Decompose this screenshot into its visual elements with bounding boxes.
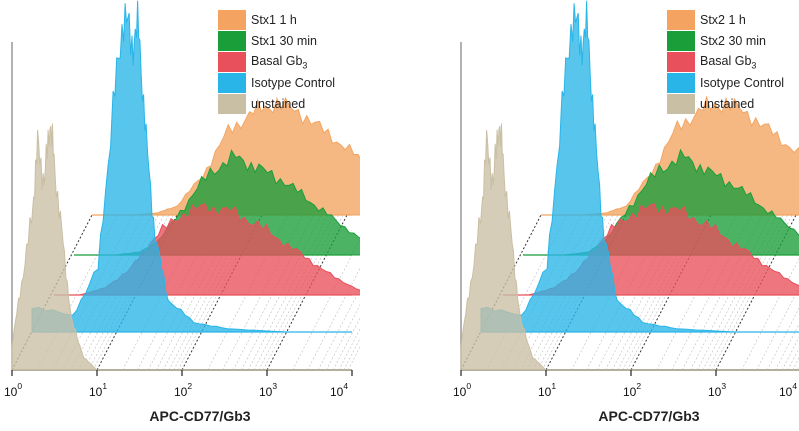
x-tick-label: 102 xyxy=(174,381,192,399)
grid-line xyxy=(756,287,799,371)
x-tick-label: 104 xyxy=(779,381,797,399)
x-tick-label: 101 xyxy=(538,381,556,399)
x-tick-label: 101 xyxy=(89,381,107,399)
histogram-panel-stx1: 100 101 102 103 104 Stx1 1 h Stx1 30 min Basal… xyxy=(0,0,360,431)
legend-label: Stx1 30 min xyxy=(251,34,318,48)
legend-swatch xyxy=(667,10,695,30)
grid-line xyxy=(317,288,360,371)
legend-swatch xyxy=(218,94,246,114)
x-tick-label: 102 xyxy=(623,381,641,399)
legend-entry: Stx2 1 h xyxy=(667,10,799,30)
legend-entry: Stx1 1 h xyxy=(218,10,360,30)
legend-label: Stx2 30 min xyxy=(700,34,767,48)
histogram-trace xyxy=(480,0,799,333)
legend-label: unstained xyxy=(251,97,306,111)
histogram-panel-stx2: 100 101 102 103 104 Stx2 1 h Stx2 30 min Basal… xyxy=(449,0,799,431)
legend-label: Stx2 1 h xyxy=(700,13,746,27)
legend-swatch xyxy=(218,52,246,72)
legend-label: unstained xyxy=(700,97,755,111)
grid-line xyxy=(766,307,799,371)
x-tick-label: 104 xyxy=(330,381,348,399)
legend-entry: Stx1 30 min xyxy=(218,31,360,51)
histogram-trace xyxy=(541,95,799,216)
legend-entry: unstained xyxy=(218,94,360,114)
legend-entry: Isotype Control xyxy=(667,73,799,93)
grid-line xyxy=(307,267,360,371)
histogram-plot: 100 101 102 103 104 xyxy=(453,0,799,399)
grid-line xyxy=(326,304,360,371)
legend-label: Basal Gb3 xyxy=(700,53,757,71)
legend-swatch xyxy=(667,31,695,51)
grid-line xyxy=(332,317,360,371)
histogram-plot: 100 101 102 103 104 xyxy=(4,0,360,399)
legend-entry: Isotype Control xyxy=(218,73,360,93)
legend-label: Isotype Control xyxy=(251,76,336,90)
legend-entry: unstained xyxy=(667,94,799,114)
legend: Stx2 1 h Stx2 30 min Basal Gb3 Isotype Cont… xyxy=(667,10,799,115)
x-axis-label: APC-CD77/Gb3 xyxy=(598,408,700,424)
grid-line xyxy=(775,323,799,371)
legend-swatch xyxy=(218,31,246,51)
grid-line xyxy=(338,328,360,371)
legend-swatch xyxy=(667,52,695,72)
legend-entry: Stx2 30 min xyxy=(667,31,799,51)
legend-swatch xyxy=(218,10,246,30)
legend-entry: Basal Gb3 xyxy=(667,52,799,72)
x-tick-label: 103 xyxy=(259,381,277,399)
x-tick-label: 103 xyxy=(708,381,726,399)
legend-entry: Basal Gb3 xyxy=(218,52,360,72)
legend-swatch xyxy=(667,94,695,114)
legend-label: Basal Gb3 xyxy=(251,53,308,71)
x-axis-label: APC-CD77/Gb3 xyxy=(149,408,251,424)
grid-line xyxy=(781,336,799,371)
histogram-trace xyxy=(31,0,352,333)
x-tick-label: 100 xyxy=(4,381,22,399)
legend-swatch xyxy=(218,73,246,93)
legend-label: Isotype Control xyxy=(700,76,785,90)
histogram-trace xyxy=(11,123,352,371)
histogram-trace xyxy=(460,123,799,371)
legend: Stx1 1 h Stx1 30 min Basal Gb3 Isotype Cont… xyxy=(218,10,360,115)
grid-line xyxy=(741,258,799,371)
x-tick-label: 100 xyxy=(453,381,471,399)
legend-label: Stx1 1 h xyxy=(251,13,297,27)
grid-line xyxy=(343,337,360,371)
legend-swatch xyxy=(667,73,695,93)
